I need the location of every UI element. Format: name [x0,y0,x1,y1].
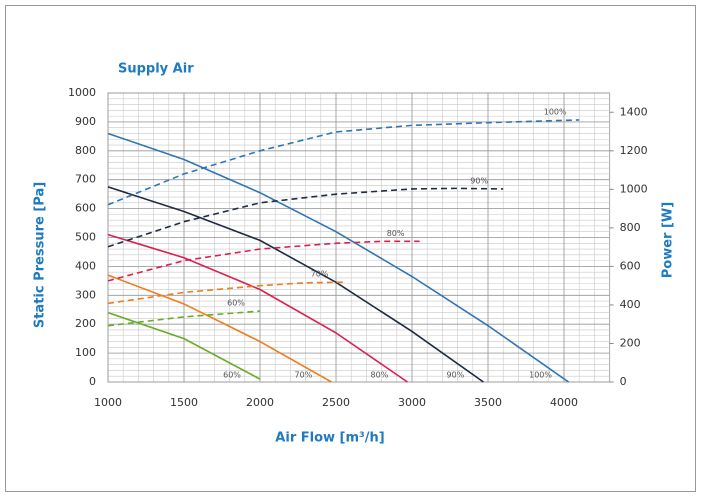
x-tick-label: 2000 [246,396,274,409]
series-label: 100% [529,371,552,380]
x-tick-label: 1500 [170,396,198,409]
frame [5,5,696,492]
series-line [107,281,344,305]
y-tick-label: 0 [89,375,96,388]
series-line [107,186,484,383]
y2-tick-label: 600 [620,259,641,272]
x-tick-label: 4000 [550,396,578,409]
y-tick-label: 600 [75,202,96,215]
series-line [107,233,408,383]
y-tick-label: 1000 [68,86,96,99]
y-axis-label: Static Pressure [Pa] [33,182,48,328]
series-line [107,187,504,248]
y-tick-label: 500 [75,231,96,244]
y-tick-label: 700 [75,173,96,186]
series-label: 90% [447,371,465,380]
series-line [107,240,420,282]
y2-tick-label: 200 [620,336,641,349]
x-axis-label: Air Flow [m³/h] [275,431,384,446]
series-label: 60% [227,299,245,308]
series-label: 80% [371,371,389,380]
y-tick-label: 900 [75,115,96,128]
x-tick-label: 1000 [94,396,122,409]
series-label: 90% [470,176,488,185]
x-tick-label: 2500 [322,396,350,409]
series-label: 80% [387,229,405,238]
series-label: 100% [544,107,567,116]
y2-tick-label: 400 [620,298,641,311]
x-tick-label: 3000 [398,396,426,409]
y-tick-label: 800 [75,144,96,157]
x-tick-label: 3500 [474,396,502,409]
series-line [107,132,570,383]
y-tick-label: 300 [75,288,96,301]
y-tick-label: 100 [75,346,96,359]
series-label: 70% [295,371,313,380]
y-tick-label: 200 [75,317,96,330]
y2-tick-label: 1400 [620,105,648,118]
chart-title: Supply Air [118,62,194,77]
y2-tick-label: 1200 [620,144,648,157]
series-line [107,119,580,206]
y2-tick-label: 0 [620,375,627,388]
y2-tick-label: 800 [620,221,641,234]
series-line [107,311,261,380]
series-line [107,274,332,383]
series-line [107,310,261,327]
y2-axis-label: Power [W] [661,202,676,278]
series-label: 70% [311,270,329,279]
y2-tick-label: 1000 [620,182,648,195]
y-tick-label: 400 [75,259,96,272]
series-label: 60% [223,371,241,380]
